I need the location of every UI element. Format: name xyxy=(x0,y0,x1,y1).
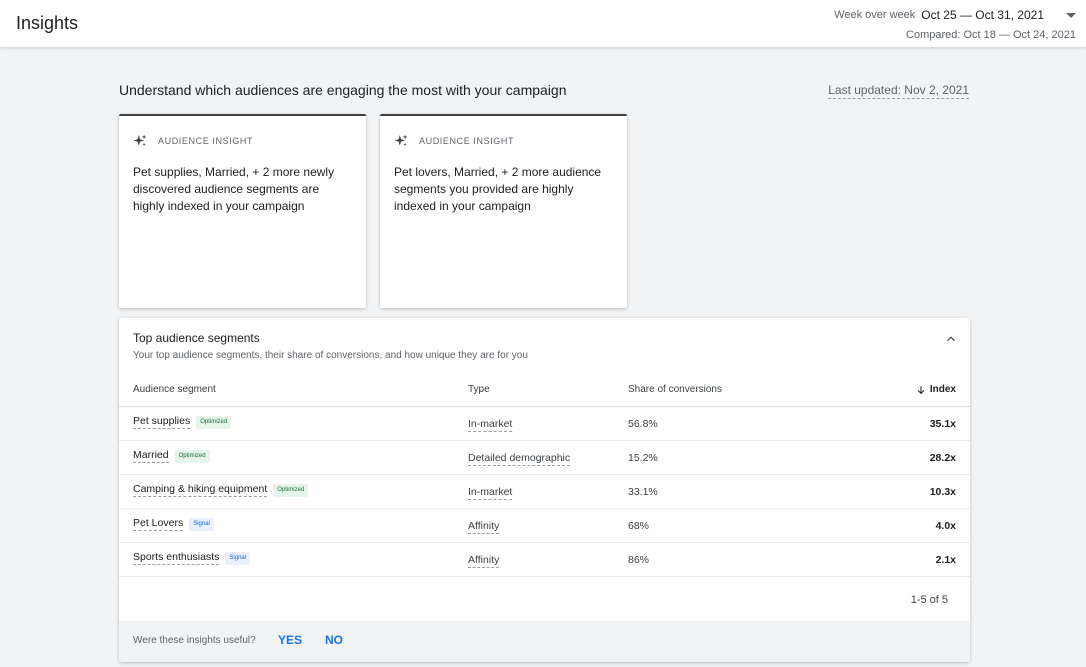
column-header-type[interactable]: Type xyxy=(468,384,490,395)
segment-cell: Sports enthusiasts Signal xyxy=(133,551,251,565)
table-row[interactable]: Pet supplies Optimized In-market 56.8% 3… xyxy=(119,407,970,441)
segments-subtitle: Your top audience segments, their share … xyxy=(133,350,528,361)
feedback-question: Were these insights useful? xyxy=(133,635,256,646)
sparkle-icon xyxy=(133,134,147,147)
index-cell: 2.1x xyxy=(935,554,956,566)
range-value[interactable]: Oct 25 — Oct 31, 2021 xyxy=(921,8,1044,22)
segment-cell: Pet Lovers Signal xyxy=(133,517,214,531)
column-header-segment[interactable]: Audience segment xyxy=(133,384,216,395)
segment-cell: Camping & hiking equipment Optimized xyxy=(133,483,309,497)
signal-badge: Signal xyxy=(189,517,214,531)
type-cell: Detailed demographic xyxy=(468,452,571,466)
segment-name[interactable]: Married xyxy=(133,449,169,463)
main-heading: Understand which audiences are engaging … xyxy=(119,82,567,98)
table-row[interactable]: Married Optimized Detailed demographic 1… xyxy=(119,441,970,475)
share-cell: 15.2% xyxy=(628,452,658,464)
segment-name[interactable]: Sports enthusiasts xyxy=(133,551,220,565)
pagination-label: 1-5 of 5 xyxy=(910,594,948,606)
compared-range: Compared: Oct 18 — Oct 24, 2021 xyxy=(906,29,1076,41)
type-label[interactable]: Detailed demographic xyxy=(468,452,571,466)
insight-text: Pet supplies, Married, + 2 more newly di… xyxy=(133,165,335,213)
index-cell: 28.2x xyxy=(929,452,956,464)
card-eyebrow: AUDIENCE INSIGHT xyxy=(133,134,352,148)
page-title: Insights xyxy=(16,13,79,33)
table-row[interactable]: Camping & hiking equipment Optimized In-… xyxy=(119,475,970,509)
segment-name[interactable]: Pet supplies xyxy=(133,415,191,429)
optimized-badge: Optimized xyxy=(174,449,210,463)
feedback-bar: Were these insights useful? YES NO xyxy=(119,621,970,662)
column-header-share[interactable]: Share of conversions xyxy=(628,384,722,395)
insight-text: Pet lovers, Married, + 2 more audience s… xyxy=(394,165,602,213)
type-label[interactable]: Affinity xyxy=(468,520,500,534)
type-label[interactable]: In-market xyxy=(468,418,513,432)
sparkle-icon xyxy=(394,134,408,147)
table-header: Audience segment Type Share of conversio… xyxy=(119,374,970,407)
optimized-badge: Optimized xyxy=(273,483,309,497)
date-range-row[interactable]: Week over week Oct 25 — Oct 31, 2021 xyxy=(834,8,1076,22)
segment-name[interactable]: Camping & hiking equipment xyxy=(133,483,268,497)
type-cell: Affinity xyxy=(468,554,500,568)
share-cell: 56.8% xyxy=(628,418,658,430)
caret-down-icon[interactable] xyxy=(1066,13,1076,18)
segments-title: Top audience segments xyxy=(133,331,260,345)
column-header-index[interactable]: Index xyxy=(916,384,956,395)
signal-badge: Signal xyxy=(225,551,251,565)
audience-insight-card[interactable]: AUDIENCE INSIGHT Pet supplies, Married, … xyxy=(119,114,366,308)
chevron-up-icon[interactable] xyxy=(944,332,958,346)
card-eyebrow: AUDIENCE INSIGHT xyxy=(394,134,613,148)
index-cell: 10.3x xyxy=(929,486,956,498)
type-cell: Affinity xyxy=(468,520,500,534)
last-updated[interactable]: Last updated: Nov 2, 2021 xyxy=(828,83,969,99)
range-prefix: Week over week xyxy=(834,9,916,21)
share-cell: 68% xyxy=(628,520,650,532)
arrow-down-icon xyxy=(917,385,925,394)
share-cell: 33.1% xyxy=(628,486,658,498)
audience-insight-card[interactable]: AUDIENCE INSIGHT Pet lovers, Married, + … xyxy=(380,114,627,308)
optimized-badge: Optimized xyxy=(196,415,232,429)
segment-cell: Married Optimized xyxy=(133,449,210,463)
type-label[interactable]: In-market xyxy=(468,486,513,500)
column-header-index-label: Index xyxy=(929,384,956,395)
type-label[interactable]: Affinity xyxy=(468,554,500,568)
table-row[interactable]: Pet Lovers Signal Affinity 68% 4.0x xyxy=(119,509,970,543)
index-cell: 4.0x xyxy=(935,520,956,532)
segment-cell: Pet supplies Optimized xyxy=(133,415,232,429)
eyebrow-label: AUDIENCE INSIGHT xyxy=(158,136,254,146)
feedback-no-button[interactable]: NO xyxy=(325,633,343,647)
segment-name[interactable]: Pet Lovers xyxy=(133,517,184,531)
index-cell: 35.1x xyxy=(929,418,956,430)
table-row[interactable]: Sports enthusiasts Signal Affinity 86% 2… xyxy=(119,543,970,577)
share-cell: 86% xyxy=(628,554,650,566)
top-audience-segments-card: Top audience segments Your top audience … xyxy=(119,318,970,662)
feedback-yes-button[interactable]: YES xyxy=(278,633,303,647)
eyebrow-label: AUDIENCE INSIGHT xyxy=(419,136,515,146)
type-cell: In-market xyxy=(468,486,513,500)
app-header: Insights Week over week Oct 25 — Oct 31,… xyxy=(0,0,1086,48)
type-cell: In-market xyxy=(468,418,513,432)
date-range-selector[interactable]: Week over week Oct 25 — Oct 31, 2021 Com… xyxy=(816,8,1076,44)
